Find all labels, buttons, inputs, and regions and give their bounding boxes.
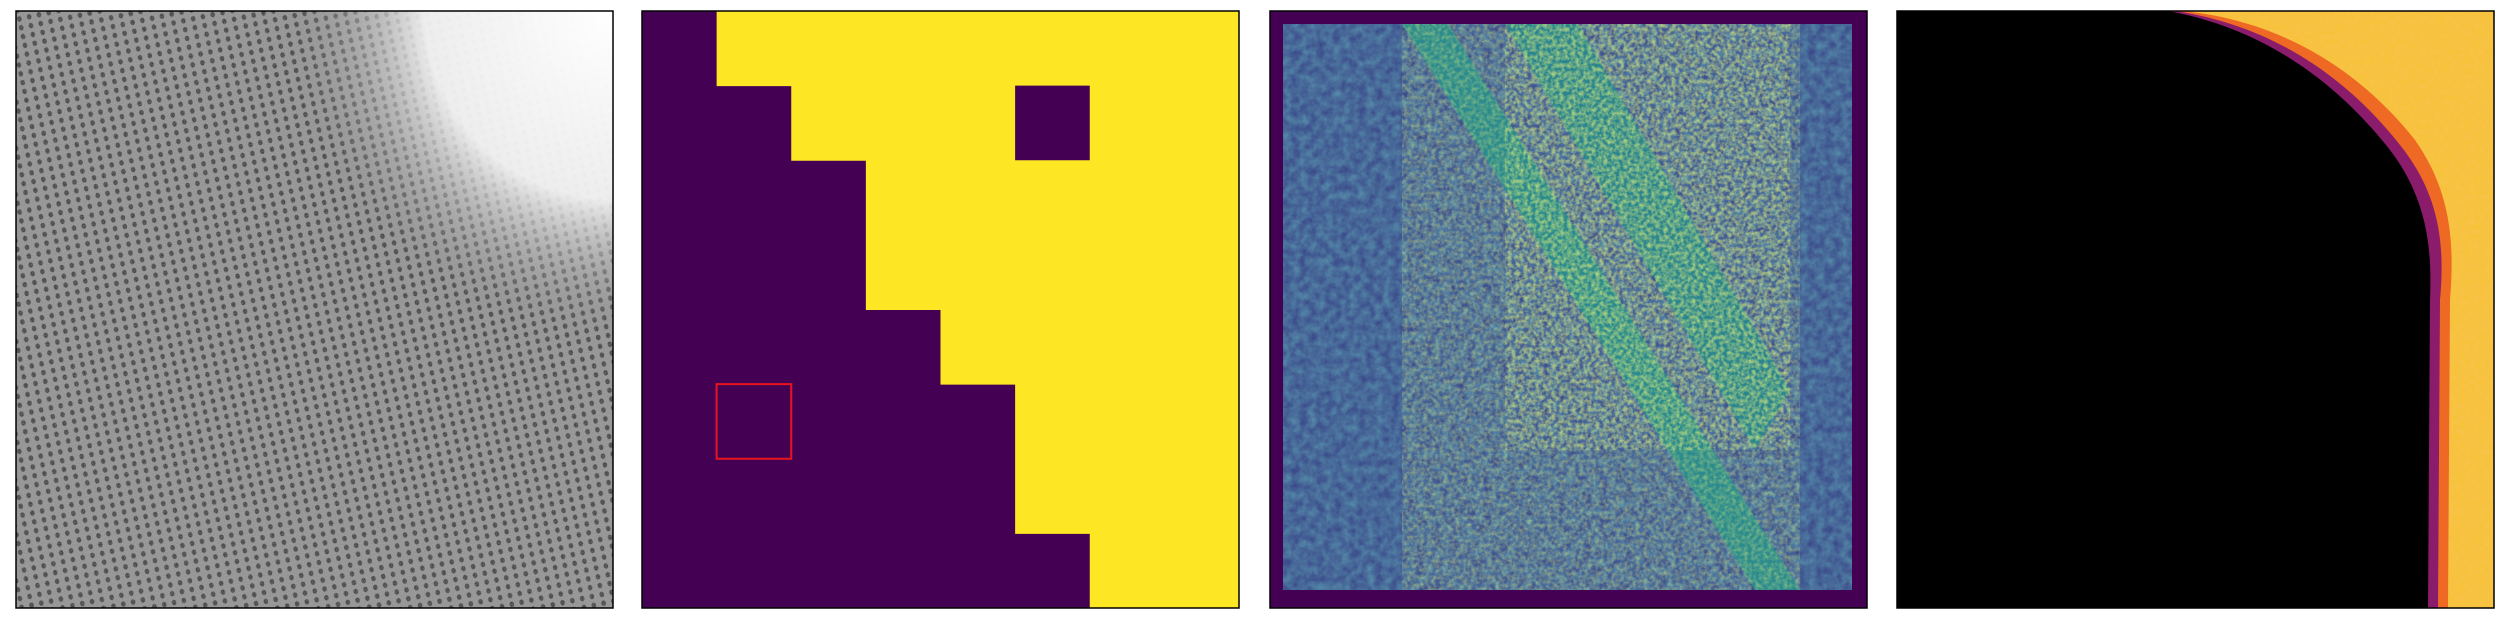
panel-frame — [1896, 10, 2495, 609]
band-noise — [1505, 24, 1790, 450]
mask-hole — [1015, 85, 1090, 161]
panel-mask — [642, 11, 1240, 609]
panel-micrograph — [16, 11, 613, 608]
mask-region — [940, 309, 1240, 385]
mask-region — [716, 11, 1240, 87]
mask-region — [1089, 533, 1240, 609]
panel-viridis — [1270, 11, 1867, 608]
panel-frame — [641, 10, 1240, 609]
mask-region — [1015, 458, 1240, 534]
panel-frame — [15, 10, 614, 609]
bright-corner — [16, 11, 613, 608]
highlight-box — [715, 383, 793, 460]
mask-region — [865, 234, 1240, 310]
dark-region — [1897, 11, 2431, 608]
panel-inferno — [1897, 11, 2494, 608]
mask-region — [1015, 384, 1240, 460]
band-noise — [1402, 24, 1800, 590]
panel-frame — [1269, 10, 1868, 609]
mask-region — [865, 160, 1240, 236]
